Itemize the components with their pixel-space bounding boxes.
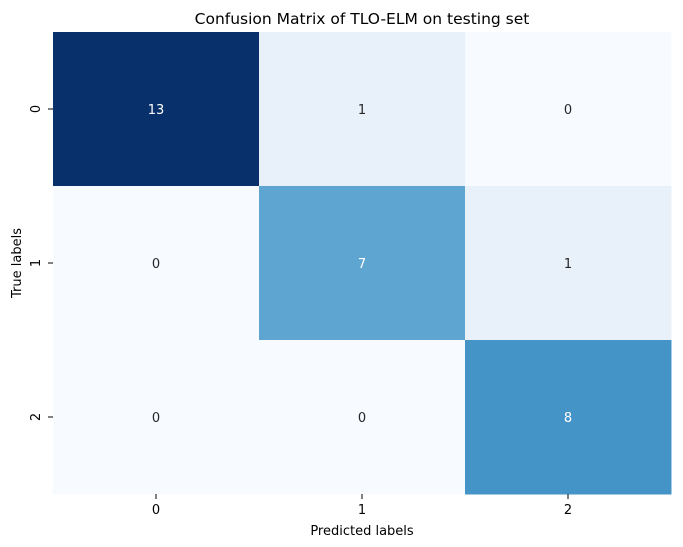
y-tick-label-1: 1 bbox=[29, 259, 44, 267]
cell-value-label-1-2: 1 bbox=[564, 257, 572, 272]
chart-title: Confusion Matrix of TLO-ELM on testing s… bbox=[195, 10, 530, 28]
y-axis-label: True labels bbox=[10, 228, 25, 299]
x-tick-label-1: 1 bbox=[358, 503, 366, 518]
heatmap-cells: 13 1 0 0 7 1 0 0 8 bbox=[53, 32, 672, 495]
x-tick-label-0: 0 bbox=[152, 503, 160, 518]
cell-value-label-2-1: 0 bbox=[358, 411, 366, 426]
y-tick-label-0: 0 bbox=[29, 105, 44, 113]
y-axis-ticks: 0 1 2 bbox=[29, 105, 53, 421]
x-axis-ticks: 0 1 2 bbox=[152, 494, 572, 518]
cell-value-label-1-1: 7 bbox=[358, 257, 366, 272]
cell-value-label-0-0: 13 bbox=[148, 103, 165, 118]
y-tick-label-2: 2 bbox=[29, 413, 44, 421]
cell-value-label-2-2: 8 bbox=[564, 411, 572, 426]
x-axis-label: Predicted labels bbox=[310, 524, 414, 539]
x-tick-label-2: 2 bbox=[564, 503, 572, 518]
cell-value-label-2-0: 0 bbox=[152, 411, 160, 426]
cell-value-label-0-1: 1 bbox=[358, 103, 366, 118]
cell-value-label-0-2: 0 bbox=[564, 103, 572, 118]
cell-value-label-1-0: 0 bbox=[152, 257, 160, 272]
